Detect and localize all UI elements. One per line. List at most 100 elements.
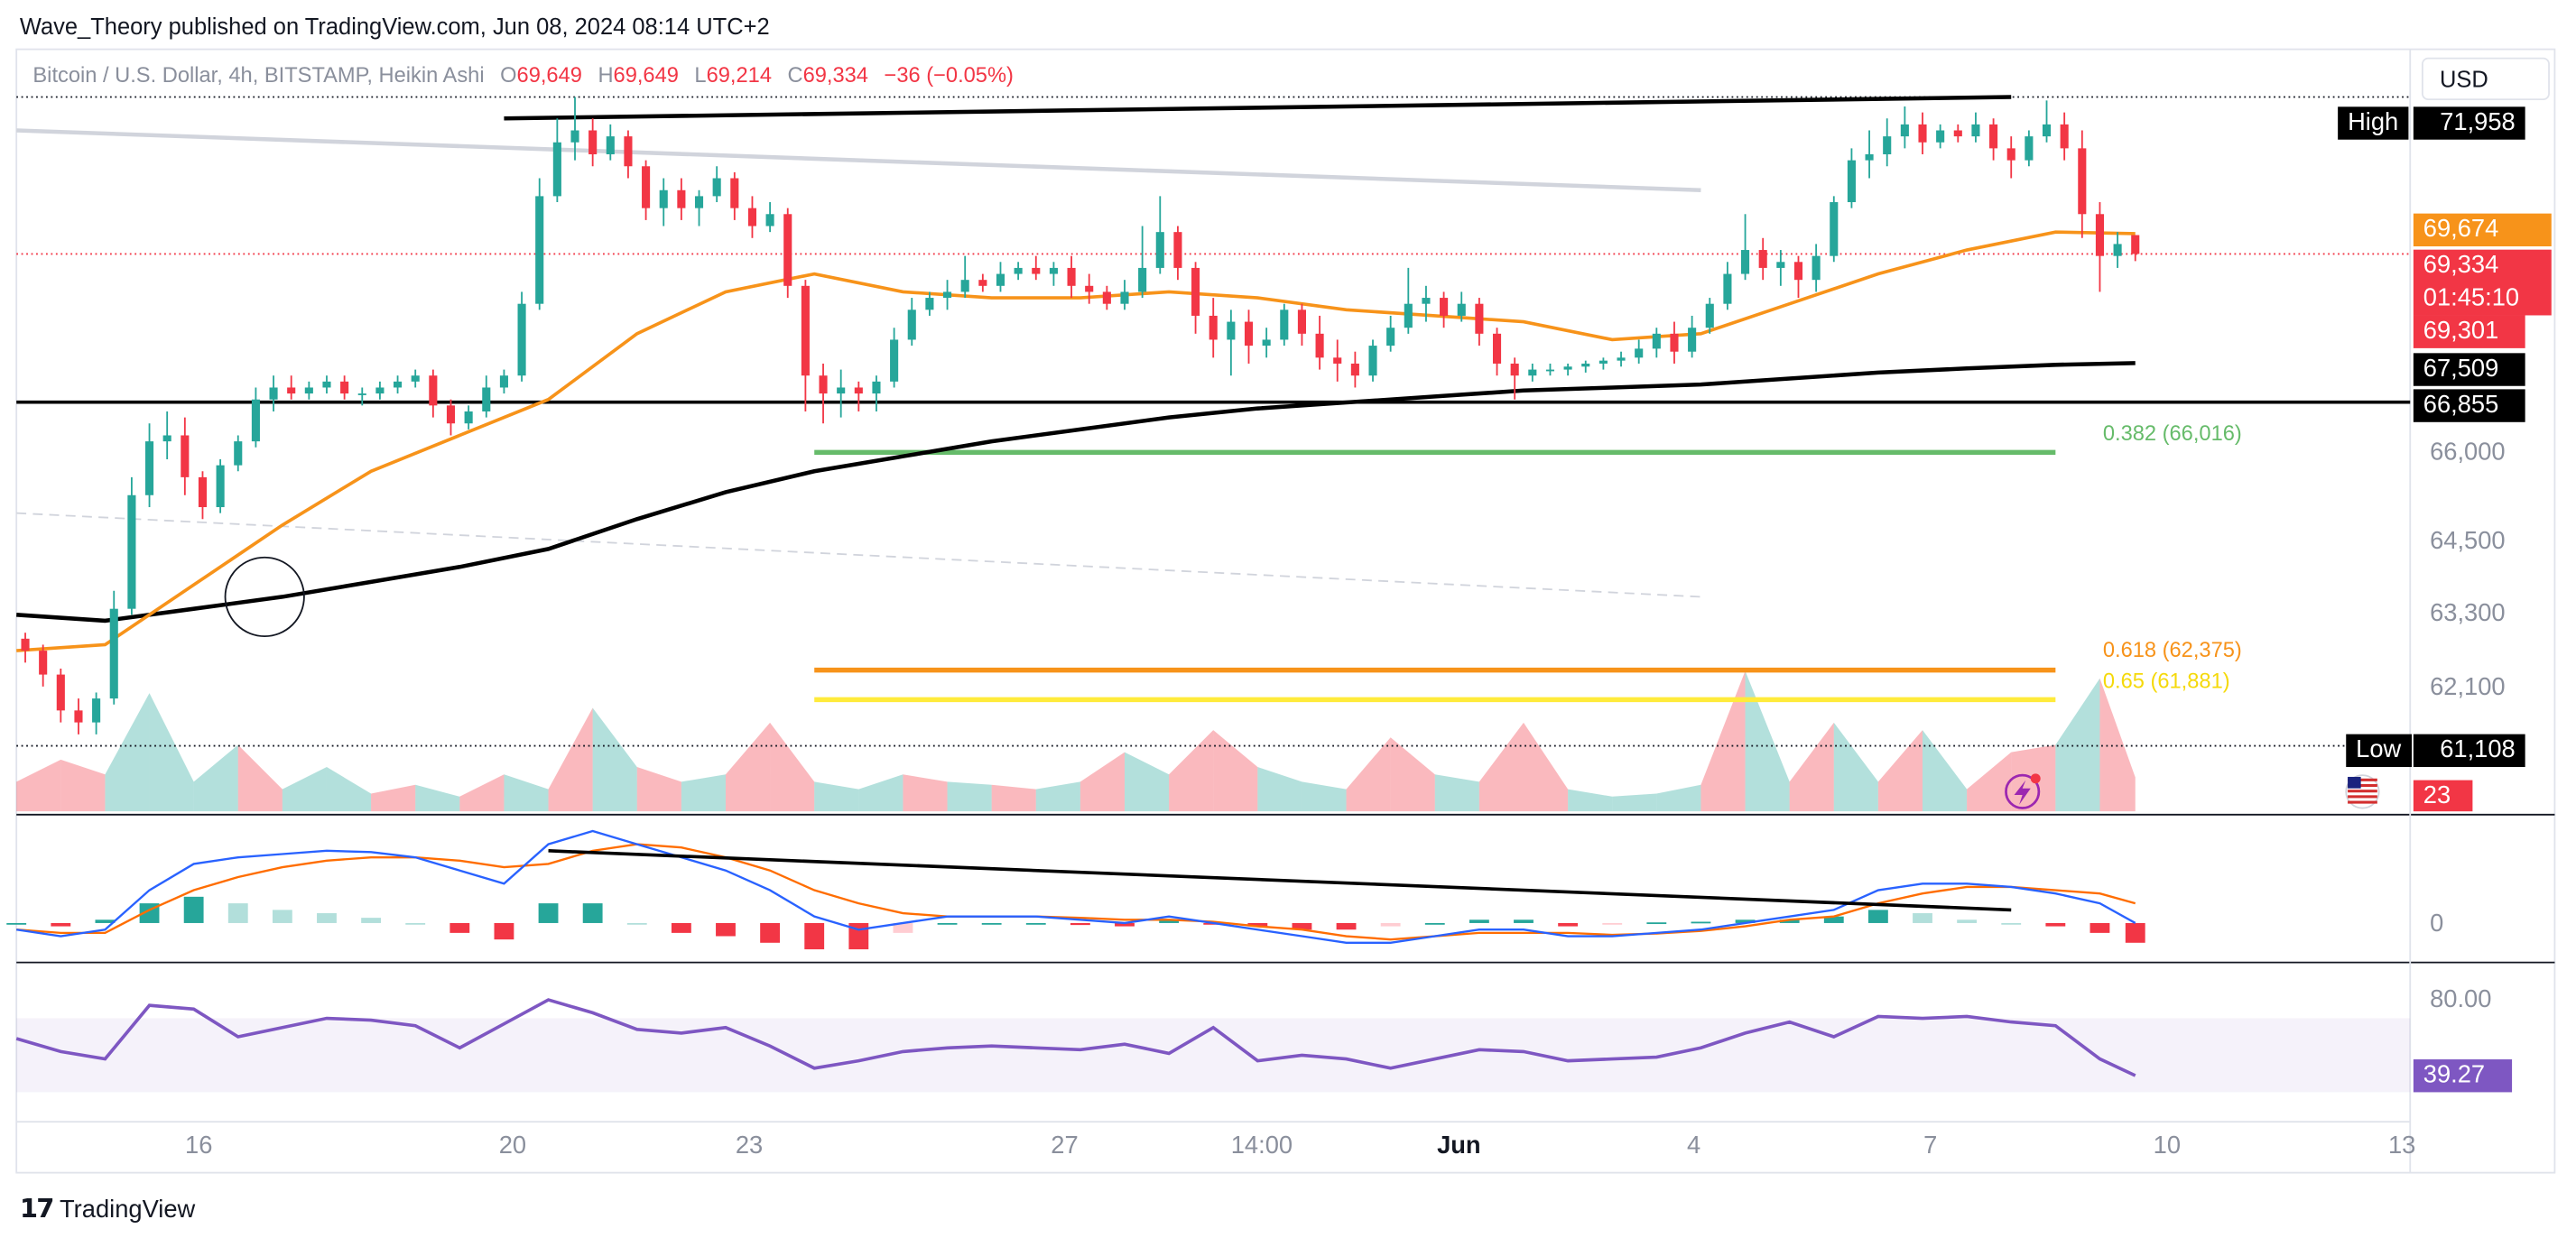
- us-flag-stripe: [2348, 800, 2377, 804]
- candle-body: [642, 166, 651, 208]
- candle-body: [1067, 267, 1076, 286]
- volume-segment: [1213, 730, 1258, 812]
- volume-segment: [1169, 730, 1214, 812]
- candle-body: [2042, 124, 2052, 137]
- volume-segment: [725, 722, 771, 812]
- macd-histogram-bar: [2001, 922, 2022, 925]
- volume-segment: [814, 781, 859, 812]
- candle-body: [2131, 235, 2140, 254]
- macd-histogram-bar: [937, 922, 958, 925]
- lightning-icon: [2005, 773, 2041, 809]
- macd-histogram-bar: [760, 922, 781, 943]
- candle-body: [411, 375, 420, 382]
- fib-65-label: 0.65 (61,881): [2102, 668, 2230, 694]
- macd-histogram-bar: [494, 922, 514, 940]
- candle-body: [322, 381, 331, 388]
- candle-body: [1545, 369, 1555, 372]
- candle-body: [357, 393, 366, 395]
- candle-body: [21, 638, 30, 651]
- candle-body: [535, 196, 544, 304]
- volume-segment: [1789, 722, 1834, 812]
- time-tick: 4: [1687, 1132, 1701, 1160]
- macd-histogram-bar: [1602, 922, 1623, 925]
- candle-body: [181, 435, 190, 477]
- us-flag-icon: [2345, 774, 2380, 809]
- lightning-icon-ring: [2005, 773, 2041, 809]
- prev-close-tag: 69,301: [2413, 315, 2525, 348]
- candle-body: [1830, 202, 1839, 256]
- notification-dot: [2030, 773, 2041, 784]
- candle-body: [570, 130, 579, 143]
- volume-segment: [326, 767, 372, 812]
- time-tick: 14:00: [1230, 1132, 1293, 1160]
- candle-body: [659, 189, 668, 208]
- candle-body: [783, 214, 792, 286]
- candle-body: [1865, 154, 1874, 161]
- brand-footer[interactable]: 𝟭𝟳 TradingView: [20, 1192, 195, 1224]
- candle-body: [144, 441, 154, 495]
- volume-segment: [858, 774, 903, 812]
- us-flag-stripe: [2348, 790, 2377, 793]
- candle-body: [269, 387, 278, 400]
- annotation-circle: [224, 556, 305, 638]
- candle-body: [925, 298, 934, 310]
- volume-segment: [193, 744, 238, 812]
- candle-body: [1918, 124, 1927, 143]
- candle-body: [1652, 333, 1661, 349]
- volume-segment: [282, 767, 327, 812]
- candle-body: [1617, 357, 1626, 361]
- macd-histogram-bar: [2125, 922, 2145, 943]
- candle-body: [1014, 267, 1023, 274]
- price-tick-66000: 66,000: [2430, 438, 2506, 467]
- ema200-line: [16, 361, 2136, 624]
- candle-body: [517, 303, 526, 376]
- candle-body: [1581, 363, 1590, 367]
- candle-body: [996, 273, 1005, 286]
- last-price-value: 69,334: [2423, 251, 2499, 280]
- candle-body: [854, 387, 863, 394]
- us-flag-canton: [2348, 776, 2361, 789]
- candle-body: [1847, 160, 1856, 203]
- candle-body: [92, 698, 101, 723]
- support-tag: 66,855: [2413, 389, 2525, 422]
- macd-histogram-bar: [1779, 919, 1800, 923]
- macd-histogram-bar: [1424, 922, 1445, 925]
- low-value: 69,214: [706, 62, 772, 88]
- macd-histogram-bar: [51, 922, 71, 927]
- macd-histogram-bar: [361, 918, 382, 923]
- candle-body: [2078, 148, 2087, 215]
- volume-segment: [415, 784, 460, 812]
- candle-body: [1315, 333, 1324, 358]
- symbol-title[interactable]: Bitcoin / U.S. Dollar, 4h, BITSTAMP, Hei…: [32, 62, 485, 88]
- volume-segment: [149, 693, 194, 812]
- volume-segment: [371, 784, 416, 812]
- macd-histogram-bar: [1380, 922, 1401, 927]
- macd-pane: [6, 829, 2145, 950]
- candle-body: [1102, 291, 1111, 304]
- macd-histogram-bar: [1867, 910, 1888, 923]
- volume-segment: [1967, 752, 2012, 812]
- macd-histogram-bar: [183, 896, 204, 923]
- countdown-value: 01:45:10: [2423, 283, 2520, 312]
- candle-body: [1368, 346, 1377, 376]
- volume-segment: [548, 707, 593, 812]
- macd-histogram-bar: [582, 903, 603, 923]
- candle-body: [340, 381, 349, 394]
- candle-body: [375, 387, 385, 394]
- currency-button[interactable]: USD: [2421, 57, 2550, 101]
- volume-segment: [1434, 774, 1479, 812]
- candle-body: [606, 136, 615, 155]
- macd-histogram-bar: [1646, 922, 1667, 925]
- candle-body: [56, 674, 65, 711]
- candle-body: [552, 142, 561, 197]
- fib-618-label: 0.618 (62,375): [2102, 637, 2242, 662]
- volume-segment: [60, 759, 106, 812]
- rsi-pane: [15, 998, 2411, 1093]
- ema50-line: [16, 230, 2136, 652]
- candle-body: [1758, 250, 1767, 268]
- rsi-upper-label: 80.00: [2430, 985, 2492, 1014]
- volume-segment: [1478, 722, 1524, 812]
- macd-histogram-bar: [1469, 919, 1489, 923]
- candle-body: [394, 381, 403, 388]
